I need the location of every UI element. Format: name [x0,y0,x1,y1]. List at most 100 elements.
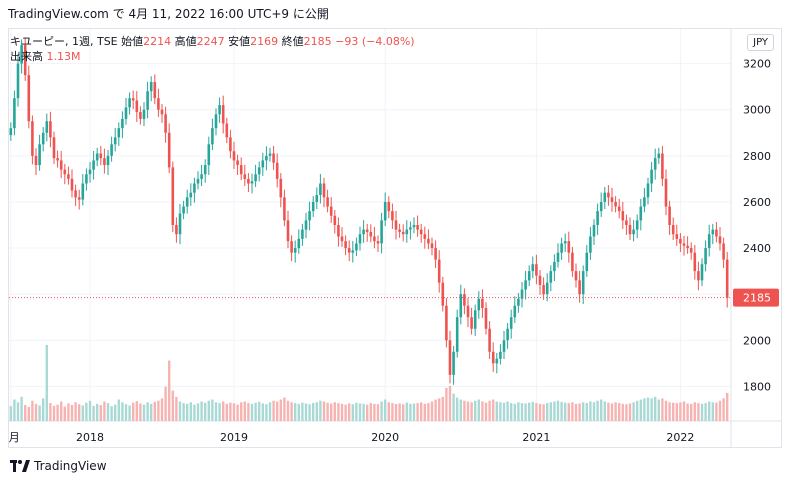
volume-bar [412,403,416,421]
volume-bar [427,403,430,421]
open-label: 始値 [121,35,144,48]
volume-bar [661,398,664,421]
symbol-label[interactable]: キユーピー, 1週, TSE [10,35,118,48]
candle-body [225,123,229,138]
candle-body [171,167,175,225]
volume-bar [560,401,563,421]
volume-bar [24,405,27,421]
volume-bar [693,402,696,421]
x-tick-label: 2019 [220,431,248,444]
volume-bar [45,344,48,421]
volume-bar [596,400,599,421]
volume-bar [384,399,387,421]
volume-bar [459,399,462,421]
candle-body [131,98,135,101]
volume-bar [182,403,185,421]
close-value: 2185 [303,35,332,48]
volume-bar [279,399,282,421]
volume-bar [16,402,20,421]
volume-bar [348,403,351,421]
volume-bar [124,404,128,421]
volume-bar [657,399,660,421]
volume-bar [110,406,113,421]
volume-bar [88,400,92,421]
candle-body [283,197,286,221]
candle-body [301,229,304,239]
volume-bar [38,405,41,421]
candle-body [506,328,509,341]
volume-bar [448,385,452,421]
volume-bar [106,403,110,421]
candle-body [13,98,16,129]
candle-body [452,351,455,375]
candle-body [214,114,218,129]
candle-body [463,294,466,306]
x-tick-label: 2018 [76,431,104,444]
volume-bar [178,401,182,421]
candle-body [481,298,484,309]
volume-bar [236,404,239,421]
volume-bar [204,402,207,421]
volume-bar [265,404,268,421]
volume-bar [70,405,74,421]
candle-body [387,201,391,212]
volume-bar [488,400,491,421]
volume-bar [700,403,704,421]
volume-bar [430,401,434,421]
volume-bar [632,402,635,421]
candle-body [373,236,376,242]
volume-bar [628,403,632,421]
volume-bar [646,397,650,421]
candle-body [344,241,347,249]
volume-bar [654,396,657,421]
volume-value: 1.13M [46,50,81,63]
candle-body [693,252,697,272]
currency-button[interactable]: JPY [747,34,774,51]
volume-bar [535,403,538,421]
candle-body [625,220,628,225]
volume-bar [330,403,333,421]
volume-bar [322,401,326,421]
candle-body [560,243,563,253]
chart-frame[interactable]: 320030002800260024002200200018003月201820… [8,28,782,448]
volume-bar [157,400,160,421]
volume-bar [114,404,117,421]
volume-bar [466,401,470,421]
candle-body [603,192,607,202]
volume-bar [621,403,624,421]
volume-bar [150,403,153,421]
candle-body [56,158,59,161]
volume-bar [60,401,63,421]
candle-body [326,197,329,207]
candle-body [563,241,567,244]
candle-body [423,234,427,239]
footer-brand[interactable]: TradingView [10,456,107,476]
volume-bar [607,402,610,421]
candle-body [646,183,650,198]
volume-bar [708,401,711,421]
candle-body [495,358,499,364]
candle-body [355,243,358,251]
volume-bar [398,403,401,421]
volume-bar [546,403,549,421]
candle-body [351,250,355,253]
candle-body [459,294,463,318]
volume-bar [520,403,524,421]
candle-body [167,132,171,168]
candle-body [272,153,275,163]
candle-body [419,229,423,235]
volume-bar [218,403,221,421]
candle-body [632,229,635,235]
candle-body [553,261,556,272]
candle-body [679,238,682,244]
candle-body [117,128,121,138]
volume-bar [369,403,372,421]
y-tick-label: 2400 [743,242,771,255]
candle-body [247,178,250,184]
volume-bar [200,401,203,421]
candle-body [304,220,308,230]
chart-canvas[interactable]: 320030002800260024002200200018003月201820… [9,29,782,448]
candle-body [63,169,67,175]
candle-body [689,248,693,253]
volume-bar [470,402,473,421]
